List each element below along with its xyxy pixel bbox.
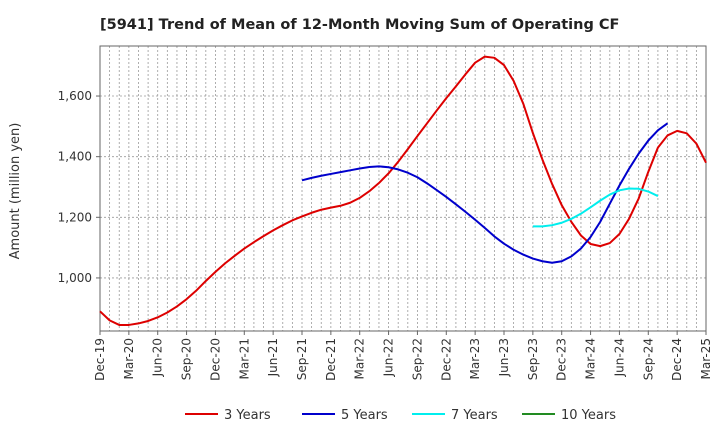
gridlines [100, 46, 706, 331]
y-tick-label: 1,000 [58, 271, 92, 285]
x-tick-label: Jun-23 [497, 338, 511, 377]
x-tick-label: Dec-22 [439, 338, 453, 381]
legend: 3 Years 5 Years 7 Years 10 Years [185, 408, 616, 423]
x-tick-label: Sep-23 [526, 338, 540, 380]
y-tick-label: 1,400 [58, 150, 92, 164]
series-line-5-years [301, 122, 669, 264]
x-tick-label: Mar-21 [237, 338, 251, 379]
series-lines [99, 55, 707, 326]
legend-label-3-years: 3 Years [224, 408, 271, 423]
plot-area [99, 45, 707, 332]
legend-label-7-years: 7 Years [451, 408, 498, 423]
x-tick-label: Dec-23 [555, 338, 569, 381]
x-tick-label: Sep-20 [180, 338, 194, 380]
legend-label-10-years: 10 Years [561, 408, 616, 423]
series-line-3-years [99, 55, 707, 326]
x-tick-label: Mar-24 [584, 338, 598, 379]
x-tick-label: Mar-23 [468, 338, 482, 379]
x-tick-label: Sep-21 [295, 338, 309, 380]
x-tick-label: Jun-20 [151, 338, 165, 377]
y-tick-label: 1,200 [58, 210, 92, 224]
x-tick-label: Jun-24 [612, 338, 626, 377]
x-tick-label: Sep-24 [641, 338, 655, 380]
series-line-7-years [532, 187, 659, 228]
x-tick-label: Dec-19 [93, 338, 107, 381]
x-tick-label: Sep-22 [410, 338, 424, 380]
y-axis-ticks: 1,000 1,200 1,400 1,600 [58, 89, 100, 285]
y-tick-label: 1,600 [58, 89, 92, 103]
x-tick-label: Mar-25 [699, 338, 713, 379]
x-tick-label: Jun-22 [382, 338, 396, 377]
x-tick-label: Dec-21 [324, 338, 338, 381]
x-tick-label: Dec-20 [208, 338, 222, 381]
x-tick-label: Dec-24 [670, 338, 684, 381]
x-tick-label: Jun-21 [266, 338, 280, 377]
y-axis-label: Amount (million yen) [8, 123, 23, 260]
x-tick-label: Mar-20 [122, 338, 136, 379]
x-axis-ticks: Dec-19 Mar-20 Jun-20 Sep-20 Dec-20 Mar-21 Jun-… [93, 331, 713, 381]
chart-title: [5941] Trend of Mean of 12-Month Moving … [100, 17, 619, 33]
legend-label-5-years: 5 Years [341, 408, 388, 423]
x-tick-label: Mar-22 [353, 338, 367, 379]
